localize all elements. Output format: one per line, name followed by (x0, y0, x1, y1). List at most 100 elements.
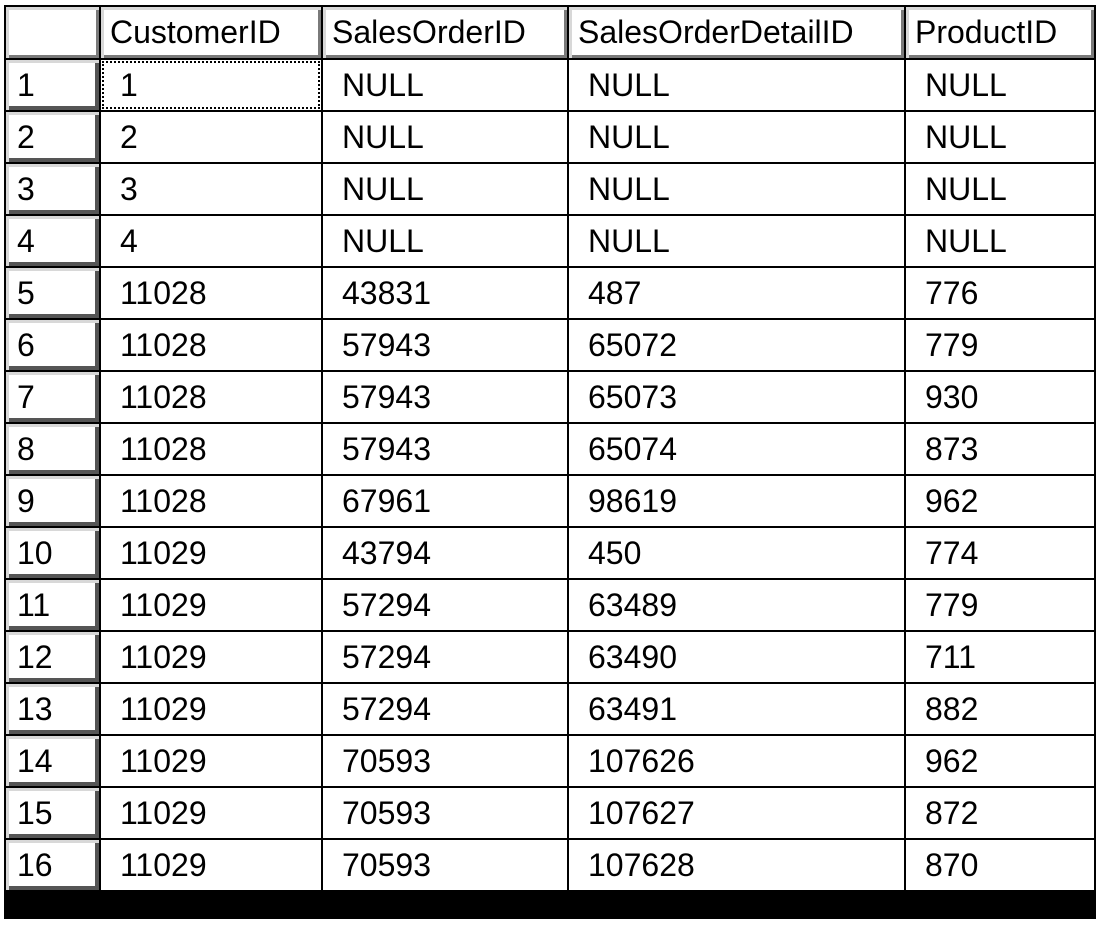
customerid-cell[interactable]: 11029 (99, 838, 323, 892)
table-row[interactable]: 14 11029 70593 107626 962 (4, 734, 1096, 788)
salesorderdetailid-cell[interactable]: 65072 (567, 318, 906, 372)
salesorderid-cell[interactable]: 67961 (321, 474, 569, 528)
productid-cell[interactable]: 870 (904, 838, 1096, 892)
productid-cell[interactable]: 930 (904, 370, 1096, 424)
customerid-cell[interactable]: 4 (99, 214, 323, 268)
row-number-header[interactable]: 13 (4, 682, 101, 736)
table-row[interactable]: 13 11029 57294 63491 882 (4, 682, 1096, 736)
row-number-header[interactable]: 9 (4, 474, 101, 528)
salesorderid-cell[interactable]: 70593 (321, 734, 569, 788)
salesorderdetailid-cell[interactable]: 63491 (567, 682, 906, 736)
customerid-cell[interactable]: 11029 (99, 578, 323, 632)
table-row[interactable]: 12 11029 57294 63490 711 (4, 630, 1096, 684)
productid-cell[interactable]: 872 (904, 786, 1096, 840)
salesorderid-cell[interactable]: 57294 (321, 682, 569, 736)
column-header-salesorderdetailid[interactable]: SalesOrderDetailID (567, 5, 906, 60)
row-number-header[interactable]: 16 (4, 838, 101, 892)
customerid-cell[interactable]: 11028 (99, 370, 323, 424)
customerid-cell[interactable]: 3 (99, 162, 323, 216)
salesorderid-cell[interactable]: 70593 (321, 786, 569, 840)
salesorderid-cell[interactable]: 70593 (321, 838, 569, 892)
salesorderdetailid-cell[interactable]: 63489 (567, 578, 906, 632)
productid-cell[interactable]: 779 (904, 578, 1096, 632)
table-row[interactable]: 5 11028 43831 487 776 (4, 266, 1096, 320)
customerid-cell[interactable]: 1 (99, 58, 323, 112)
row-number-header[interactable]: 10 (4, 526, 101, 580)
salesorderid-cell[interactable]: 57943 (321, 370, 569, 424)
table-row[interactable]: 9 11028 67961 98619 962 (4, 474, 1096, 528)
select-all-corner[interactable] (4, 5, 101, 60)
salesorderdetailid-cell[interactable]: 63490 (567, 630, 906, 684)
column-header-customerid[interactable]: CustomerID (99, 5, 323, 60)
table-row[interactable]: 16 11029 70593 107628 870 (4, 838, 1096, 892)
salesorderid-cell[interactable]: 43831 (321, 266, 569, 320)
row-number-header[interactable]: 15 (4, 786, 101, 840)
column-header-salesorderid[interactable]: SalesOrderID (321, 5, 569, 60)
productid-cell[interactable]: 962 (904, 474, 1096, 528)
productid-cell[interactable]: 774 (904, 526, 1096, 580)
productid-cell[interactable]: NULL (904, 58, 1096, 112)
row-number-header[interactable]: 2 (4, 110, 101, 164)
table-row[interactable]: 11 11029 57294 63489 779 (4, 578, 1096, 632)
salesorderdetailid-cell[interactable]: NULL (567, 214, 906, 268)
salesorderid-cell[interactable]: NULL (321, 214, 569, 268)
salesorderid-cell[interactable]: 57294 (321, 578, 569, 632)
row-number-header[interactable]: 4 (4, 214, 101, 268)
salesorderdetailid-cell[interactable]: NULL (567, 162, 906, 216)
productid-cell[interactable]: 962 (904, 734, 1096, 788)
table-row[interactable]: 2 2 NULL NULL NULL (4, 110, 1096, 164)
column-header-productid[interactable]: ProductID (904, 5, 1096, 60)
salesorderdetailid-cell[interactable]: 65074 (567, 422, 906, 476)
customerid-cell[interactable]: 11029 (99, 734, 323, 788)
customerid-cell[interactable]: 11028 (99, 318, 323, 372)
salesorderid-cell[interactable]: NULL (321, 162, 569, 216)
salesorderdetailid-cell[interactable]: 65073 (567, 370, 906, 424)
customerid-cell[interactable]: 11029 (99, 630, 323, 684)
productid-cell[interactable]: NULL (904, 162, 1096, 216)
salesorderdetailid-cell[interactable]: 98619 (567, 474, 906, 528)
productid-cell[interactable]: 779 (904, 318, 1096, 372)
salesorderdetailid-cell[interactable]: 107626 (567, 734, 906, 788)
salesorderid-cell[interactable]: 57294 (321, 630, 569, 684)
customerid-cell[interactable]: 2 (99, 110, 323, 164)
productid-cell[interactable]: NULL (904, 214, 1096, 268)
table-row[interactable]: 15 11029 70593 107627 872 (4, 786, 1096, 840)
customerid-cell[interactable]: 11028 (99, 474, 323, 528)
table-row[interactable]: 3 3 NULL NULL NULL (4, 162, 1096, 216)
salesorderdetailid-cell[interactable]: 487 (567, 266, 906, 320)
customerid-cell[interactable]: 11028 (99, 266, 323, 320)
row-number-header[interactable]: 8 (4, 422, 101, 476)
productid-cell[interactable]: 873 (904, 422, 1096, 476)
salesorderdetailid-cell[interactable]: NULL (567, 58, 906, 112)
table-row[interactable]: 6 11028 57943 65072 779 (4, 318, 1096, 372)
customerid-cell[interactable]: 11029 (99, 526, 323, 580)
productid-cell[interactable]: 711 (904, 630, 1096, 684)
salesorderid-cell[interactable]: 57943 (321, 422, 569, 476)
row-number-header[interactable]: 11 (4, 578, 101, 632)
salesorderdetailid-cell[interactable]: 450 (567, 526, 906, 580)
row-number-header[interactable]: 5 (4, 266, 101, 320)
row-number-header[interactable]: 1 (4, 58, 101, 112)
table-row[interactable]: 8 11028 57943 65074 873 (4, 422, 1096, 476)
salesorderid-cell[interactable]: 57943 (321, 318, 569, 372)
productid-cell[interactable]: 776 (904, 266, 1096, 320)
table-row[interactable]: 1 1 NULL NULL NULL (4, 58, 1096, 112)
table-row[interactable]: 10 11029 43794 450 774 (4, 526, 1096, 580)
table-row[interactable]: 4 4 NULL NULL NULL (4, 214, 1096, 268)
customerid-cell[interactable]: 11028 (99, 422, 323, 476)
row-number-header[interactable]: 6 (4, 318, 101, 372)
table-row[interactable]: 7 11028 57943 65073 930 (4, 370, 1096, 424)
productid-cell[interactable]: 882 (904, 682, 1096, 736)
salesorderid-cell[interactable]: NULL (321, 58, 569, 112)
row-number-header[interactable]: 14 (4, 734, 101, 788)
salesorderid-cell[interactable]: 43794 (321, 526, 569, 580)
productid-cell[interactable]: NULL (904, 110, 1096, 164)
salesorderdetailid-cell[interactable]: 107628 (567, 838, 906, 892)
salesorderdetailid-cell[interactable]: 107627 (567, 786, 906, 840)
customerid-cell[interactable]: 11029 (99, 786, 323, 840)
salesorderid-cell[interactable]: NULL (321, 110, 569, 164)
row-number-header[interactable]: 7 (4, 370, 101, 424)
salesorderdetailid-cell[interactable]: NULL (567, 110, 906, 164)
row-number-header[interactable]: 3 (4, 162, 101, 216)
customerid-cell[interactable]: 11029 (99, 682, 323, 736)
